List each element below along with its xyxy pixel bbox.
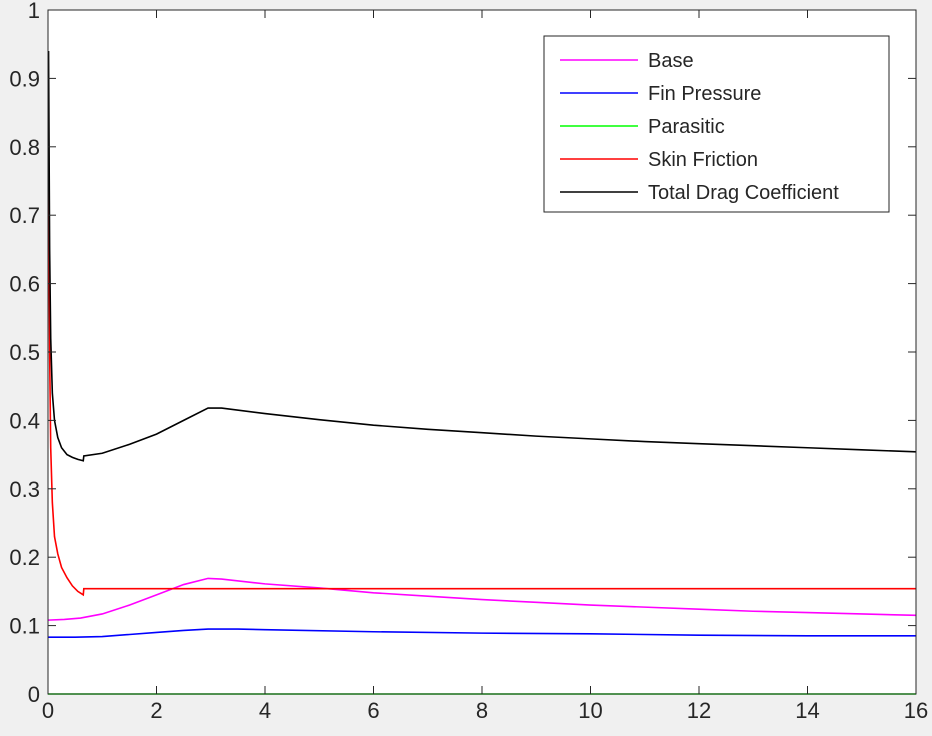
y-tick-label: 0 [28, 682, 40, 707]
y-tick-label: 0.8 [9, 135, 40, 160]
y-tick-label: 0.1 [9, 614, 40, 639]
legend: Base Fin Pressure Parasitic Skin Friction To… [543, 35, 890, 213]
y-tick-label: 0.2 [9, 545, 40, 570]
x-tick-label: 2 [150, 698, 162, 723]
y-tick-label: 0.5 [9, 340, 40, 365]
legend-label-3: Skin Friction [648, 149, 758, 171]
x-tick-label: 8 [476, 698, 488, 723]
x-tick-label: 10 [578, 698, 602, 723]
legend-label-2: Parasitic [648, 116, 725, 138]
legend-box [543, 35, 890, 213]
series-line-4 [47, 51, 917, 462]
series-line-3 [47, 160, 916, 597]
x-tick-label: 16 [904, 698, 928, 723]
legend-label-0: Base [648, 50, 694, 72]
x-tick-label: 6 [367, 698, 379, 723]
x-tick-label: 12 [687, 698, 711, 723]
x-tick-label: 0 [42, 698, 54, 723]
y-tick-label: 0.9 [9, 66, 40, 91]
x-tick-label: 14 [795, 698, 819, 723]
x-tick-label: 4 [259, 698, 271, 723]
y-tick-label: 1 [28, 0, 40, 23]
y-tick-label: 0.3 [9, 477, 40, 502]
legend-label-4: Total Drag Coefficient [648, 182, 839, 204]
series-line-1 [48, 628, 916, 639]
legend-label-1: Fin Pressure [648, 83, 761, 105]
y-tick-label: 0.6 [9, 272, 40, 297]
axes-layer: 0 2 4 6 8 10 12 14 16 0 0.1 0.2 0.3 0.4 0.5 0.6 0.7 0.8 0.… [9, 0, 928, 723]
y-tick-label: 0.7 [9, 203, 40, 228]
y-tick-label: 0.4 [9, 408, 40, 433]
series-line-0 [47, 577, 917, 621]
